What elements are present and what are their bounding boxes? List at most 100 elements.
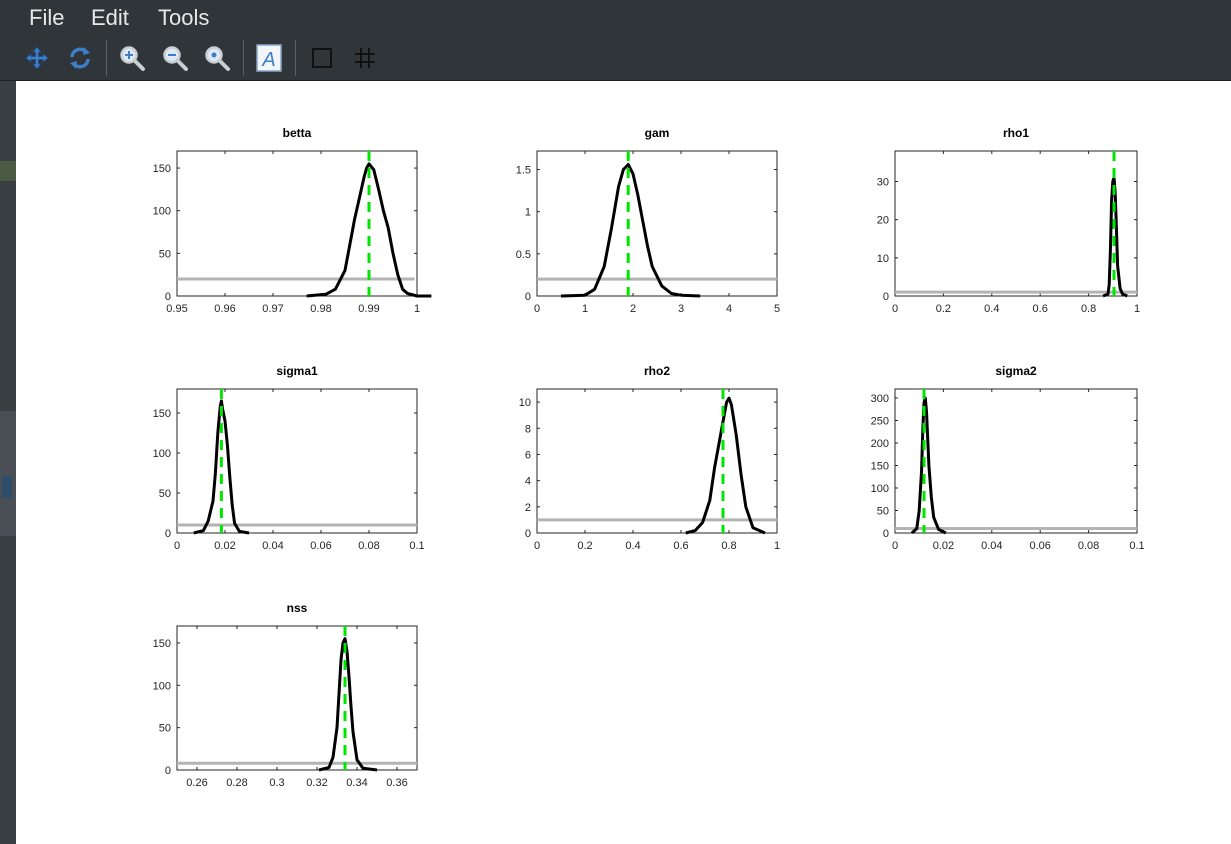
x-tick-label: 0 [534, 303, 540, 315]
y-tick-label: 50 [159, 488, 171, 500]
x-tick-label: 0.6 [673, 540, 688, 552]
figure-canvas[interactable]: betta 0.95 0.96 0.97 0.98 0.99 1 0 50 100 150 gam 0 1… [16, 81, 1231, 844]
y-tick-label: 1 [525, 207, 531, 219]
x-tick-label: 5 [774, 303, 780, 315]
x-tick-label: 0 [534, 540, 540, 552]
y-tick-label: 100 [871, 483, 889, 495]
background-fragment [0, 411, 16, 536]
zoom-out-button[interactable] [159, 40, 191, 76]
x-tick-label: 2 [630, 303, 636, 315]
y-tick-label: 100 [153, 680, 171, 692]
x-tick-label: 1 [774, 540, 780, 552]
zoom-button[interactable] [201, 40, 233, 76]
y-tick-label: 200 [871, 438, 889, 450]
x-tick-label: 0.08 [358, 540, 379, 552]
y-tick-label: 150 [153, 408, 171, 420]
chart-title: sigma1 [276, 364, 318, 378]
x-tick-label: 0.28 [226, 777, 247, 789]
y-tick-label: 0 [525, 291, 531, 303]
x-tick-label: 0.4 [625, 540, 640, 552]
y-tick-label: 0 [165, 291, 171, 303]
menu-file[interactable]: File [29, 5, 65, 30]
x-tick-label: 0.32 [306, 777, 327, 789]
menu-tools[interactable]: Tools [158, 5, 210, 30]
x-tick-label: 1 [582, 303, 588, 315]
menu-bar: File Edit Tools [0, 0, 1231, 36]
y-tick-label: 8 [525, 423, 531, 435]
x-tick-label: 0.36 [386, 777, 407, 789]
x-tick-label: 0.04 [262, 540, 283, 552]
axes-box [176, 388, 418, 534]
posterior-density-line [560, 163, 701, 298]
grid-icon [355, 48, 375, 68]
x-tick-label: 0.06 [310, 540, 331, 552]
y-tick-label: 50 [159, 723, 171, 735]
x-tick-label: 0.98 [310, 303, 331, 315]
x-tick-label: 1 [1134, 303, 1140, 315]
x-tick-label: 0.2 [936, 303, 951, 315]
background-window-edge [0, 81, 16, 844]
y-tick-label: 4 [525, 476, 531, 488]
x-tick-label: 0.1 [1129, 540, 1144, 552]
toggle-box-button[interactable] [306, 40, 338, 76]
x-tick-label: 0.6 [1033, 303, 1048, 315]
insert-text-button[interactable]: A [253, 40, 285, 76]
toolbar-separator [243, 40, 244, 76]
x-tick-label: 3 [678, 303, 684, 315]
posterior-density-line [910, 396, 947, 535]
background-fragment [0, 161, 16, 181]
rotate-icon [70, 47, 90, 69]
box-icon [312, 48, 332, 68]
zoom-in-icon [120, 46, 145, 71]
background-fragment [2, 476, 12, 498]
figure-window-header: File Edit Tools [0, 0, 1231, 81]
y-tick-label: 0 [165, 528, 171, 540]
toolbar-separator [106, 40, 107, 76]
x-tick-label: 0.02 [214, 540, 235, 552]
x-tick-label: 0.96 [214, 303, 235, 315]
x-tick-label: 0.34 [346, 777, 367, 789]
x-tick-label: 0.04 [981, 540, 1002, 552]
x-tick-label: 0.8 [721, 540, 736, 552]
axes-box [894, 388, 1138, 534]
subplot-sigma2: sigma2 0 0.02 0.04 0.06 0.08 0.1 0 50 100 150 200 25… [871, 364, 1145, 552]
y-tick-label: 150 [871, 461, 889, 473]
y-tick-label: 10 [519, 397, 531, 409]
x-tick-label: 0.95 [166, 303, 187, 315]
y-tick-label: 30 [877, 177, 889, 189]
axes-box [894, 150, 1138, 297]
toolbar-separator [295, 40, 296, 76]
y-tick-label: 100 [153, 448, 171, 460]
y-tick-label: 150 [153, 163, 171, 175]
y-tick-label: 250 [871, 416, 889, 428]
svg-text:A: A [261, 49, 275, 71]
chart-title: betta [283, 126, 312, 140]
x-tick-label: 0.99 [358, 303, 379, 315]
toggle-grid-button[interactable] [349, 40, 381, 76]
posterior-density-line [685, 396, 766, 535]
chart-title: sigma2 [995, 364, 1037, 378]
y-tick-label: 1.5 [516, 165, 531, 177]
pan-icon [25, 46, 49, 70]
posterior-density-line [318, 637, 378, 772]
axes-box [176, 625, 418, 771]
subplot-sigma1: sigma1 0 0.02 0.04 0.06 0.08 0.1 0 50 100 150 [153, 364, 425, 552]
pan-button[interactable] [21, 40, 53, 76]
x-tick-label: 0.3 [269, 777, 284, 789]
x-tick-label: 0 [892, 303, 898, 315]
y-tick-label: 50 [159, 248, 171, 260]
x-tick-label: 0.2 [577, 540, 592, 552]
x-tick-label: 0.4 [984, 303, 999, 315]
rotate-button[interactable] [64, 40, 96, 76]
menu-edit[interactable]: Edit [91, 5, 129, 30]
y-tick-label: 100 [153, 206, 171, 218]
y-tick-label: 6 [525, 449, 531, 461]
zoom-in-button[interactable] [116, 40, 148, 76]
y-tick-label: 0 [883, 291, 889, 303]
y-tick-label: 150 [153, 638, 171, 650]
y-tick-label: 0 [525, 528, 531, 540]
chart-title: rho1 [1003, 126, 1029, 140]
y-tick-label: 2 [525, 502, 531, 514]
